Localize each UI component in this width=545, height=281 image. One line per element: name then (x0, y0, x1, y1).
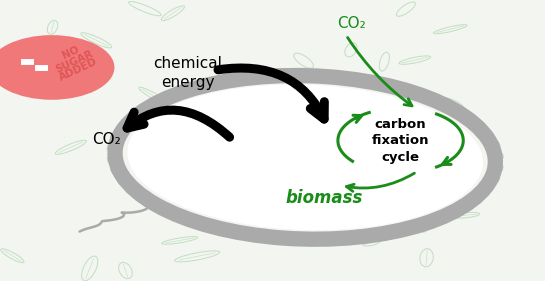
Text: NO
SUGAR
ADDED: NO SUGAR ADDED (50, 39, 99, 83)
Text: CO₂: CO₂ (92, 132, 120, 147)
Text: biomass: biomass (286, 189, 363, 207)
Circle shape (0, 35, 114, 100)
Text: CO₂: CO₂ (337, 16, 366, 31)
FancyBboxPatch shape (34, 64, 48, 71)
FancyBboxPatch shape (20, 58, 34, 65)
Text: carbon
fixation
cycle: carbon fixation cycle (372, 117, 429, 164)
Text: chemical
energy: chemical energy (154, 56, 222, 90)
Ellipse shape (128, 85, 483, 230)
